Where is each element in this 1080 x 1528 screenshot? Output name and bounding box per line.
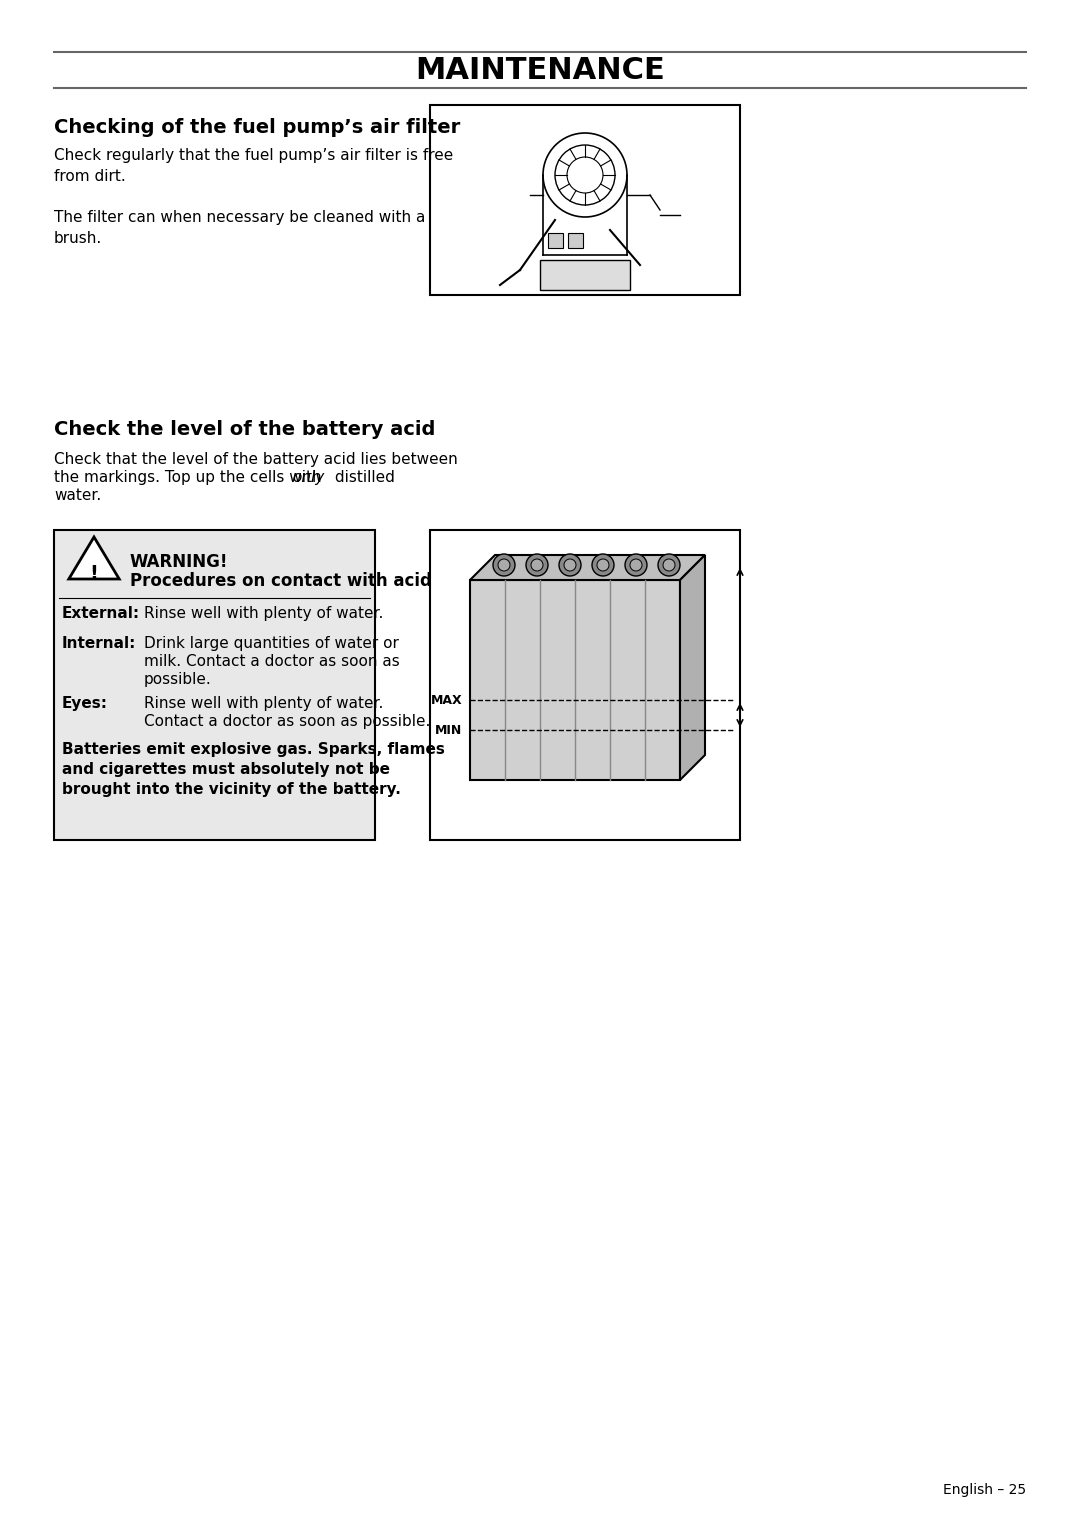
Text: Batteries emit explosive gas. Sparks, flames: Batteries emit explosive gas. Sparks, fl… [62,743,445,756]
Text: Internal:: Internal: [62,636,136,651]
Text: Check that the level of the battery acid lies between: Check that the level of the battery acid… [54,452,458,468]
Text: Drink large quantities of water or: Drink large quantities of water or [144,636,399,651]
Circle shape [526,555,548,576]
Circle shape [498,559,510,571]
Text: and cigarettes must absolutely not be: and cigarettes must absolutely not be [62,762,390,778]
Bar [54,530,375,840]
Text: Rinse well with plenty of water.: Rinse well with plenty of water. [144,607,383,620]
Circle shape [492,555,515,576]
Circle shape [663,559,675,571]
Text: MIN: MIN [435,723,462,736]
Bar [548,232,563,248]
Text: MAX: MAX [430,694,462,706]
Text: Procedures on contact with acid: Procedures on contact with acid [130,571,432,590]
Text: !: ! [90,564,98,582]
Circle shape [597,559,609,571]
Circle shape [531,559,543,571]
Circle shape [625,555,647,576]
Text: External:: External: [62,607,140,620]
Text: Rinse well with plenty of water.: Rinse well with plenty of water. [144,695,383,711]
Circle shape [559,555,581,576]
Text: WARNING!: WARNING! [130,553,229,571]
Bar [430,530,740,840]
Text: water.: water. [54,487,102,503]
Bar [540,260,630,290]
Polygon shape [69,536,119,579]
Text: possible.: possible. [144,672,212,688]
Bar [568,232,583,248]
Text: milk. Contact a doctor as soon as: milk. Contact a doctor as soon as [144,654,400,669]
Circle shape [564,559,576,571]
Circle shape [630,559,642,571]
Text: Check the level of the battery acid: Check the level of the battery acid [54,420,435,439]
Text: Eyes:: Eyes: [62,695,108,711]
Text: only: only [292,471,324,484]
Polygon shape [470,555,705,581]
Text: The filter can when necessary be cleaned with a
brush.: The filter can when necessary be cleaned… [54,209,426,246]
Text: Contact a doctor as soon as possible.: Contact a doctor as soon as possible. [144,714,430,729]
Text: MAINTENANCE: MAINTENANCE [415,55,665,84]
Text: brought into the vicinity of the battery.: brought into the vicinity of the battery… [62,782,401,798]
Text: the markings. Top up the cells with: the markings. Top up the cells with [54,471,326,484]
Circle shape [592,555,615,576]
Circle shape [658,555,680,576]
Text: distilled: distilled [330,471,395,484]
Text: English – 25: English – 25 [943,1484,1026,1497]
Text: Checking of the fuel pump’s air filter: Checking of the fuel pump’s air filter [54,118,460,138]
Bar [430,105,740,295]
Polygon shape [680,555,705,779]
Text: Check regularly that the fuel pump’s air filter is free
from dirt.: Check regularly that the fuel pump’s air… [54,148,454,183]
Bar [470,581,680,779]
